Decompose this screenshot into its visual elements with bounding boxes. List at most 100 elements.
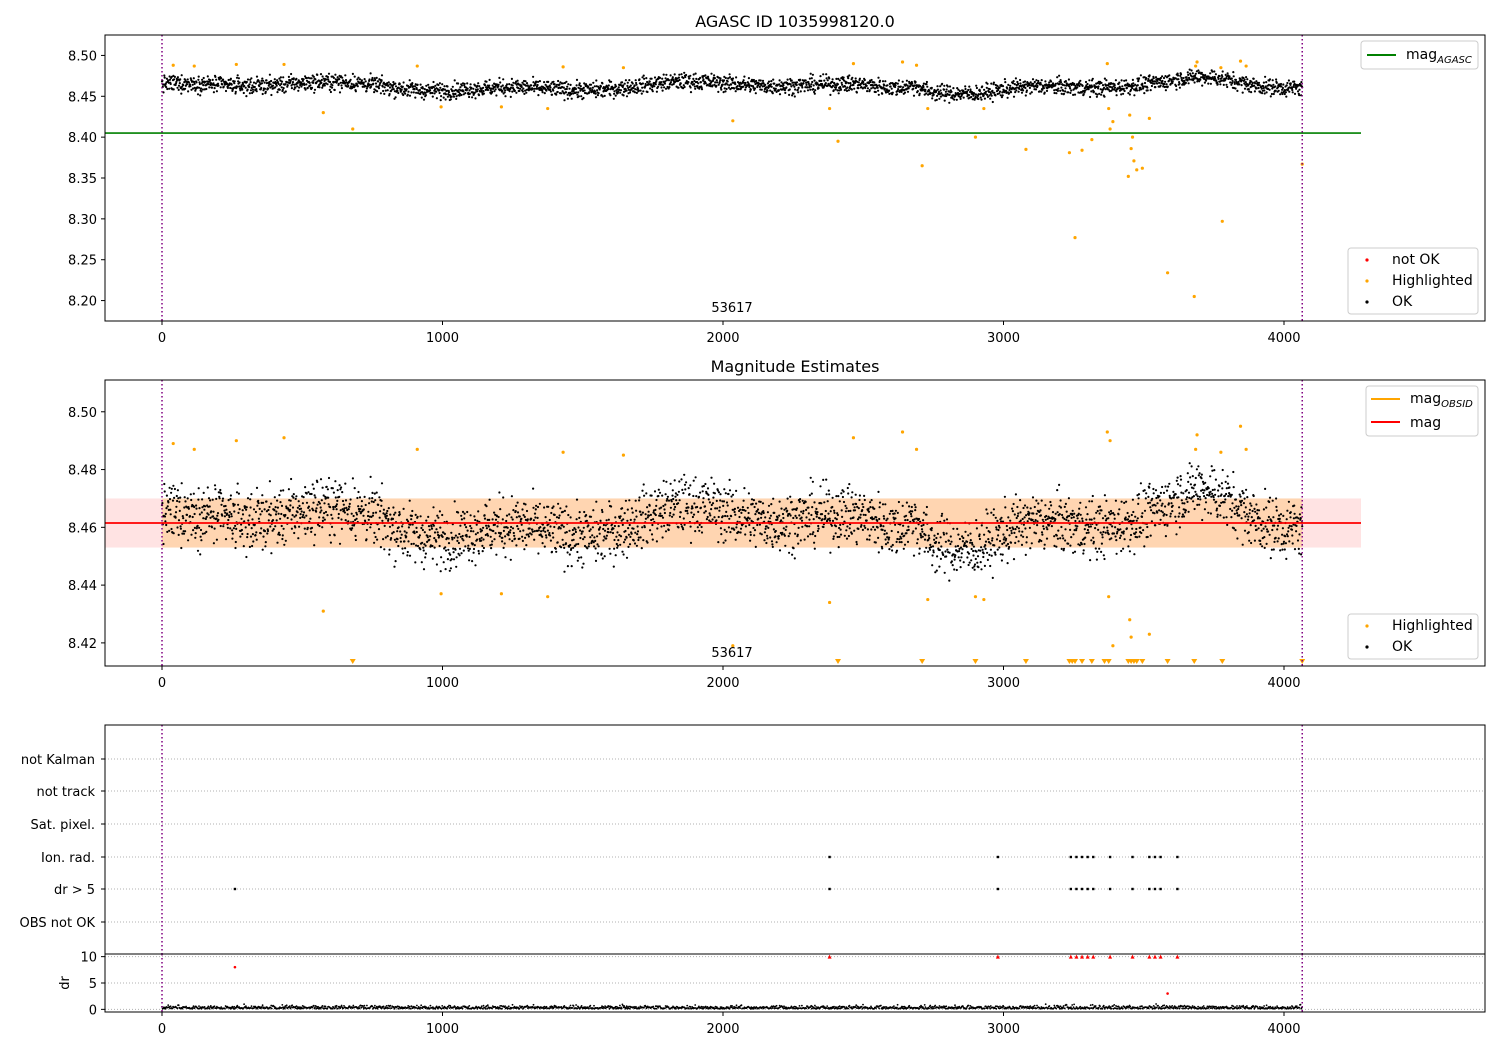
ok-point	[464, 92, 467, 95]
ok-point	[743, 75, 746, 78]
ok-point	[660, 514, 664, 517]
ok-point	[340, 87, 343, 90]
ok-point	[248, 92, 251, 95]
ok-point	[330, 86, 334, 89]
ok-point	[1232, 75, 1235, 78]
ok-point	[458, 554, 461, 557]
ok-point	[876, 84, 879, 87]
ok-point	[1264, 75, 1267, 78]
ok-point	[722, 500, 726, 503]
ok-point	[622, 518, 625, 521]
ok-point	[490, 87, 493, 90]
ok-point	[197, 75, 200, 78]
ok-point	[193, 80, 196, 84]
ok-point	[636, 533, 639, 536]
ok-point	[291, 81, 295, 84]
ok-point	[758, 85, 762, 88]
ok-point	[698, 87, 701, 90]
ok-point	[769, 83, 773, 86]
ok-point	[215, 78, 218, 81]
ok-point	[537, 552, 540, 555]
ok-point	[313, 91, 316, 94]
ok-point	[813, 92, 816, 95]
ok-point	[630, 532, 633, 535]
ok-point	[198, 82, 201, 86]
ok-point	[469, 83, 472, 86]
ok-point	[318, 524, 321, 528]
ok-point	[265, 79, 268, 82]
ok-point	[492, 529, 495, 533]
ok-point	[698, 529, 701, 532]
ok-point	[1011, 82, 1015, 85]
ok-point	[873, 87, 877, 90]
ok-point	[753, 505, 756, 509]
ok-point	[213, 527, 216, 530]
ok-point	[1207, 82, 1210, 85]
ok-point	[1203, 81, 1206, 84]
ok-point	[541, 91, 544, 94]
highlighted-point	[321, 111, 325, 115]
ok-point	[602, 539, 605, 542]
ok-point	[991, 89, 994, 92]
ok-point	[803, 90, 806, 93]
ok-point	[1031, 78, 1035, 81]
ok-point	[362, 83, 365, 86]
ok-point	[474, 97, 477, 100]
ok-point	[877, 93, 880, 96]
ok-point	[194, 532, 197, 535]
ok-point	[672, 513, 675, 516]
ok-point	[592, 81, 595, 84]
ok-point	[362, 508, 365, 511]
ok-point	[279, 501, 282, 504]
ok-point	[702, 484, 706, 488]
ok-point	[392, 81, 395, 84]
ok-point	[1058, 74, 1061, 77]
ok-point	[215, 497, 218, 500]
ok-point	[291, 83, 294, 86]
ok-point	[274, 525, 277, 528]
ok-point	[1233, 82, 1236, 85]
ok-point	[799, 498, 802, 501]
ok-point	[432, 524, 435, 527]
ok-point	[870, 516, 874, 519]
ok-point	[343, 82, 346, 85]
ok-point	[1154, 86, 1157, 89]
ok-point	[1056, 76, 1059, 79]
ok-point	[685, 481, 688, 484]
ok-point	[173, 496, 176, 499]
ok-point	[872, 517, 876, 520]
ok-point	[594, 559, 598, 563]
ok-point	[338, 542, 342, 545]
ok-point	[741, 506, 745, 509]
ok-point	[578, 510, 581, 514]
ok-point	[467, 544, 470, 547]
ok-point	[788, 512, 791, 516]
ok-point	[1088, 79, 1091, 82]
ok-point	[258, 85, 261, 88]
ok-point	[574, 87, 578, 91]
ok-point	[550, 93, 554, 96]
ok-point	[889, 82, 893, 85]
ok-point	[177, 84, 181, 87]
ok-point	[451, 85, 454, 88]
ok-point	[621, 507, 624, 510]
ok-point	[896, 89, 899, 93]
ok-point	[846, 525, 849, 528]
ok-point	[321, 75, 324, 78]
ok-point	[357, 505, 360, 508]
ok-point	[664, 503, 667, 506]
ok-point	[450, 531, 453, 534]
ok-point	[563, 509, 567, 512]
ok-point	[1159, 76, 1162, 80]
ok-point	[431, 95, 434, 98]
ok-point	[289, 499, 292, 502]
ok-point	[340, 84, 343, 87]
ok-point	[163, 515, 167, 518]
ok-point	[629, 518, 632, 522]
ok-point	[318, 86, 321, 89]
ok-point	[515, 504, 518, 507]
ok-point	[618, 534, 621, 537]
ok-point	[1260, 87, 1263, 90]
ok-point	[813, 541, 816, 544]
ok-point	[607, 527, 610, 531]
